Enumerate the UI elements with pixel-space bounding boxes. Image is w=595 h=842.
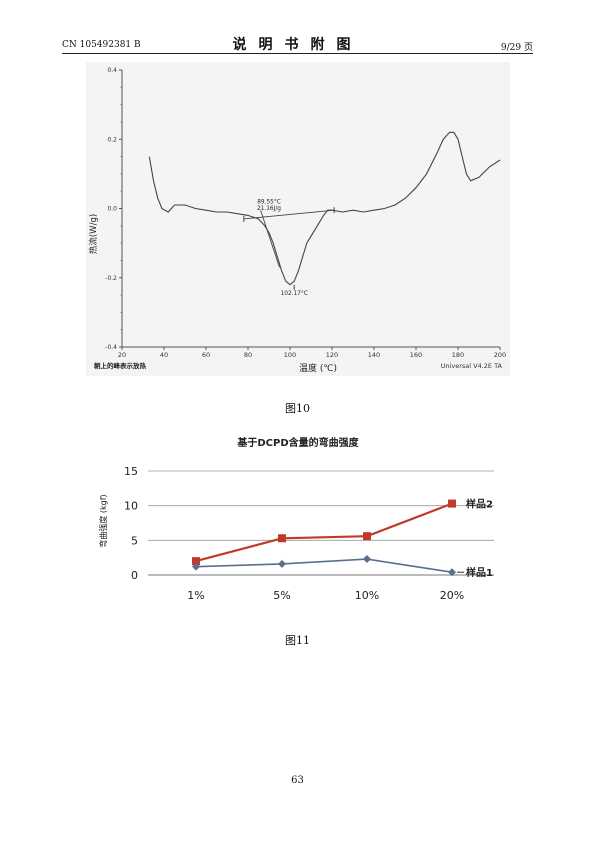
dsc-footnote: 朝上的峰表示放热: [94, 361, 147, 370]
strength-point-square: [192, 557, 200, 566]
strength-point-diamond: [448, 568, 456, 577]
strength-y-tick-label: 0: [131, 569, 138, 582]
header-rule: [62, 53, 533, 54]
dsc-tick-labels: 0.4 0.2 0.0 -0.2 -0.420 40 60 80 100 120 140 160 180…: [105, 67, 506, 359]
dsc-annotations: 89.55°C21.16J/g 102.17°C: [257, 199, 308, 297]
dsc-x-tick-label: 100: [284, 351, 296, 359]
dsc-y-tick-label: 0.2: [107, 136, 117, 143]
strength-y-tick-label: 5: [131, 534, 138, 547]
strength-point-square: [448, 499, 456, 508]
dsc-integration-baseline: [243, 209, 335, 220]
strength-x-tick-label: 1%: [187, 589, 204, 602]
strength-gridlines: [148, 470, 494, 576]
dsc-y-tick-label: 0.0: [107, 206, 117, 213]
strength-x-tick-label: 10%: [355, 589, 379, 602]
dsc-x-tick-label: 20: [118, 351, 126, 359]
strength-series-label: 样品1: [466, 566, 493, 579]
dsc-axes: [119, 69, 501, 350]
dsc-x-tick-label: 80: [244, 351, 252, 359]
dsc-x-tick-label: 40: [160, 351, 168, 359]
strength-point-diamond: [192, 562, 200, 571]
strength-point-square: [363, 532, 371, 541]
dsc-heat-flow-curve: [148, 131, 501, 286]
dsc-y-tick-label: -0.4: [105, 344, 117, 351]
strength-line-2: [195, 558, 453, 573]
strength-x-tick-label: 20%: [440, 589, 464, 602]
dsc-y-tick-label: 0.4: [107, 67, 117, 74]
strength-point-square: [278, 534, 286, 543]
dsc-y-axis-label: 热流(W/g): [88, 214, 99, 254]
dsc-plot-area: [148, 131, 501, 290]
strength-point-diamond: [363, 555, 371, 564]
dsc-x-tick-label: 60: [202, 351, 210, 359]
strength-series: 样品2 样品1: [192, 498, 493, 579]
strength-chart-title: 基于DCPD含量的弯曲强度: [236, 436, 359, 449]
dsc-annotation-label: 21.16J/g: [257, 206, 281, 212]
page-heading: 说明书附图: [232, 37, 363, 53]
dsc-annotation-label: 102.17°C: [281, 291, 308, 297]
strength-tick-labels: 0 5 10 15 1% 5% 10% 20%: [124, 465, 464, 602]
strength-y-tick-label: 15: [124, 465, 138, 478]
dsc-x-tick-label: 180: [452, 351, 464, 359]
dsc-onset-tangent: [260, 210, 280, 268]
patent-number: CN 105492381 B: [62, 40, 141, 50]
dsc-x-tick-label: 160: [410, 351, 422, 359]
dsc-software-label: Universal V4.2E TA: [441, 362, 503, 370]
dsc-x-tick-label: 120: [326, 351, 338, 359]
strength-y-tick-label: 10: [124, 500, 138, 513]
dsc-x-tick-label: 200: [494, 351, 506, 359]
dsc-annotation-label: 89.55°C: [257, 199, 281, 205]
dsc-y-tick-label: -0.2: [105, 275, 117, 282]
strength-y-axis-label: 弯曲强度 (kgf): [98, 494, 108, 547]
strength-point-diamond: [278, 559, 286, 568]
strength-series-label: 样品2: [466, 498, 493, 511]
figure-10-caption: 图10: [285, 402, 310, 415]
figure-11-caption: 图11: [285, 634, 310, 647]
page-number: 63: [291, 775, 304, 786]
dsc-thermogram-figure: 0.4 0.2 0.0 -0.2 -0.420 40 60 80 100 120 140 160 180…: [86, 62, 510, 376]
page-reference: 9/29 页: [500, 43, 533, 53]
strength-x-tick-label: 5%: [273, 589, 290, 602]
dsc-x-axis-label: 温度 (℃): [299, 362, 337, 374]
flexural-strength-figure: 基于DCPD含量的弯曲强度 弯曲强度 (kgf) 0 5 10 15 1% 5% 10% 20…: [98, 436, 494, 602]
strength-line-1: [195, 502, 453, 563]
dsc-x-tick-label: 140: [368, 351, 380, 359]
figure-background: [86, 62, 510, 376]
